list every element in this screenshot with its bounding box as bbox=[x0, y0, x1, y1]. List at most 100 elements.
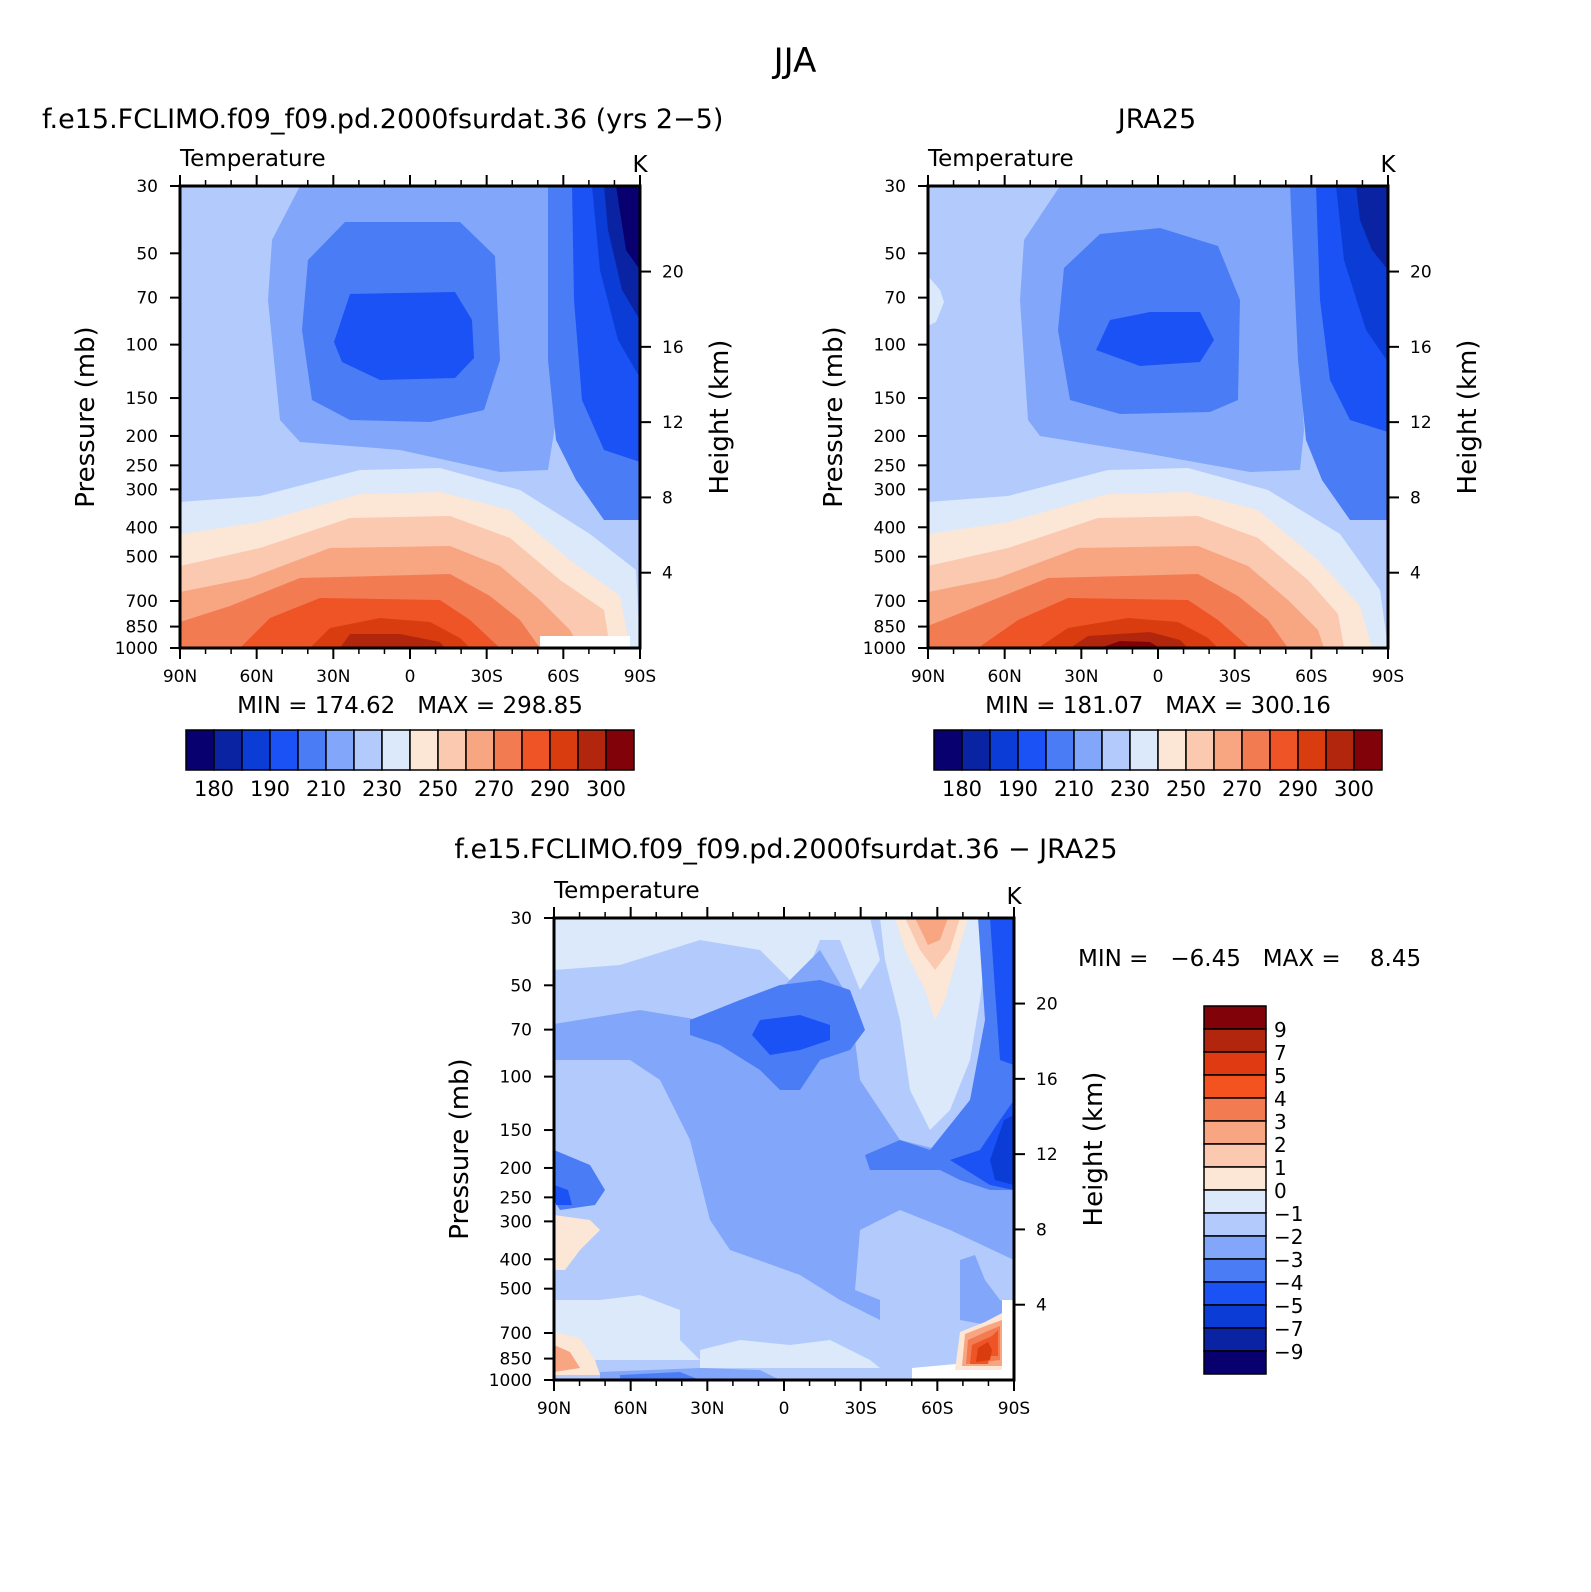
y2-tick-label: 8 bbox=[1410, 488, 1421, 508]
contour-band bbox=[1096, 312, 1214, 366]
contour-band bbox=[752, 1015, 830, 1055]
y-tick-label: 850 bbox=[126, 618, 158, 638]
y-tick-label: 50 bbox=[884, 244, 906, 264]
y-tick-label: 50 bbox=[136, 244, 158, 264]
y-tick-label: 50 bbox=[510, 976, 532, 996]
contour-band bbox=[865, 918, 1014, 1190]
colorbar-swatch bbox=[1325, 729, 1355, 771]
panel-model: f.e15.FCLIMO.f09_f09.pd.2000fsurdat.36 (… bbox=[42, 104, 735, 801]
y2-tick-label: 20 bbox=[1036, 995, 1058, 1015]
y-tick-label: 1000 bbox=[489, 1371, 532, 1391]
colorbar-swatch bbox=[1185, 729, 1215, 771]
colorbar-swatch bbox=[1045, 729, 1075, 771]
colorbar-swatch bbox=[213, 729, 243, 771]
contour-band bbox=[960, 1255, 1014, 1330]
y-tick-label: 400 bbox=[126, 518, 158, 538]
y-tick-label: 100 bbox=[874, 336, 906, 356]
x-tick-label: 30N bbox=[316, 667, 350, 687]
y-tick-label: 500 bbox=[874, 548, 906, 568]
y2-tick-label: 16 bbox=[1036, 1070, 1058, 1090]
contour-band bbox=[554, 1215, 600, 1270]
y2-tick-label: 20 bbox=[1410, 263, 1432, 283]
y-axis-title-right: Height (km) bbox=[705, 340, 735, 495]
colorbar-label: 1 bbox=[1274, 1156, 1287, 1180]
colorbar-label: 210 bbox=[1054, 777, 1094, 801]
x-tick-label: 30S bbox=[844, 1399, 876, 1419]
x-tick-label: 90N bbox=[163, 667, 197, 687]
y-axis-title-left: Pressure (mb) bbox=[71, 326, 101, 507]
colorbar-swatch bbox=[381, 729, 411, 771]
colorbar-swatch bbox=[1203, 1005, 1267, 1030]
colorbar-label: 230 bbox=[362, 777, 402, 801]
colorbar-swatch bbox=[1241, 729, 1271, 771]
panel-variable-label: Temperature bbox=[553, 878, 700, 904]
x-tick-label: 90S bbox=[1372, 667, 1404, 687]
colorbar-label: 190 bbox=[250, 777, 290, 801]
y-tick-label: 150 bbox=[874, 389, 906, 409]
contour-band bbox=[700, 1340, 880, 1368]
y-tick-label: 100 bbox=[500, 1068, 532, 1088]
y-tick-label: 850 bbox=[874, 618, 906, 638]
colorbar-label: −4 bbox=[1274, 1271, 1303, 1295]
colorbar-swatch bbox=[1203, 1120, 1267, 1145]
colorbar-swatch bbox=[1101, 729, 1131, 771]
contour-band bbox=[880, 918, 990, 1130]
x-tick-label: 60N bbox=[239, 667, 273, 687]
x-tick-label: 60N bbox=[613, 1399, 647, 1419]
colorbar-swatch bbox=[1203, 1028, 1267, 1053]
colorbar-swatch bbox=[1157, 729, 1187, 771]
y2-tick-label: 12 bbox=[1036, 1145, 1058, 1165]
colorbar-swatch bbox=[1017, 729, 1047, 771]
colorbar-swatch bbox=[1203, 1143, 1267, 1168]
colorbar-label: −1 bbox=[1274, 1202, 1303, 1226]
colorbar-swatch bbox=[1203, 1235, 1267, 1260]
y-tick-label: 300 bbox=[500, 1212, 532, 1232]
panel-obs: JRA25 Temperature K 30507010015020025030… bbox=[819, 104, 1483, 801]
panel-units-label: K bbox=[1380, 152, 1396, 178]
colorbar-label: 5 bbox=[1274, 1064, 1287, 1088]
contour-band bbox=[340, 634, 445, 648]
x-tick-label: 30N bbox=[690, 1399, 724, 1419]
x-tick-label: 0 bbox=[779, 1399, 790, 1419]
y-tick-label: 400 bbox=[500, 1250, 532, 1270]
missing-data-mask bbox=[540, 636, 630, 648]
colorbar-label: 7 bbox=[1274, 1041, 1287, 1065]
colorbar-swatch bbox=[437, 729, 467, 771]
y-tick-label: 70 bbox=[884, 289, 906, 309]
colorbar-label: 210 bbox=[306, 777, 346, 801]
y2-tick-label: 4 bbox=[662, 564, 673, 584]
min-max-stats: MIN = 174.62 MAX = 298.85 bbox=[237, 693, 583, 719]
colorbar-swatch bbox=[1203, 1166, 1267, 1191]
colorbar-label: 190 bbox=[998, 777, 1038, 801]
colorbar-swatch bbox=[409, 729, 439, 771]
colorbar-swatch bbox=[605, 729, 635, 771]
y2-tick-label: 16 bbox=[662, 338, 684, 358]
panel-units-label: K bbox=[632, 152, 648, 178]
colorbar-swatch bbox=[1203, 1281, 1267, 1306]
colorbar-label: 180 bbox=[942, 777, 982, 801]
contour-band bbox=[1070, 632, 1188, 648]
y-tick-label: 250 bbox=[500, 1188, 532, 1208]
colorbar-label: 300 bbox=[586, 777, 626, 801]
contour-band bbox=[1356, 186, 1388, 270]
y-tick-label: 700 bbox=[874, 592, 906, 612]
y-tick-label: 70 bbox=[510, 1021, 532, 1041]
colorbar-swatch bbox=[1269, 729, 1299, 771]
colorbar-swatch bbox=[933, 729, 963, 771]
colorbar-swatch bbox=[185, 729, 215, 771]
contour-band bbox=[990, 1115, 1014, 1185]
colorbar-swatch bbox=[1213, 729, 1243, 771]
colorbar-label: 250 bbox=[1166, 777, 1206, 801]
colorbar-swatch bbox=[1203, 1350, 1267, 1375]
y-tick-label: 400 bbox=[874, 518, 906, 538]
y-tick-label: 200 bbox=[126, 427, 158, 447]
colorbar-swatch bbox=[989, 729, 1019, 771]
y-tick-label: 850 bbox=[500, 1350, 532, 1370]
colorbar-swatch bbox=[297, 729, 327, 771]
colorbar-label: 290 bbox=[1278, 777, 1318, 801]
contour-field bbox=[928, 186, 1388, 648]
colorbar-swatch bbox=[269, 729, 299, 771]
colorbar-label: −5 bbox=[1274, 1294, 1303, 1318]
min-max-stats: MIN = −6.45 MAX = 8.45 bbox=[1078, 946, 1421, 972]
